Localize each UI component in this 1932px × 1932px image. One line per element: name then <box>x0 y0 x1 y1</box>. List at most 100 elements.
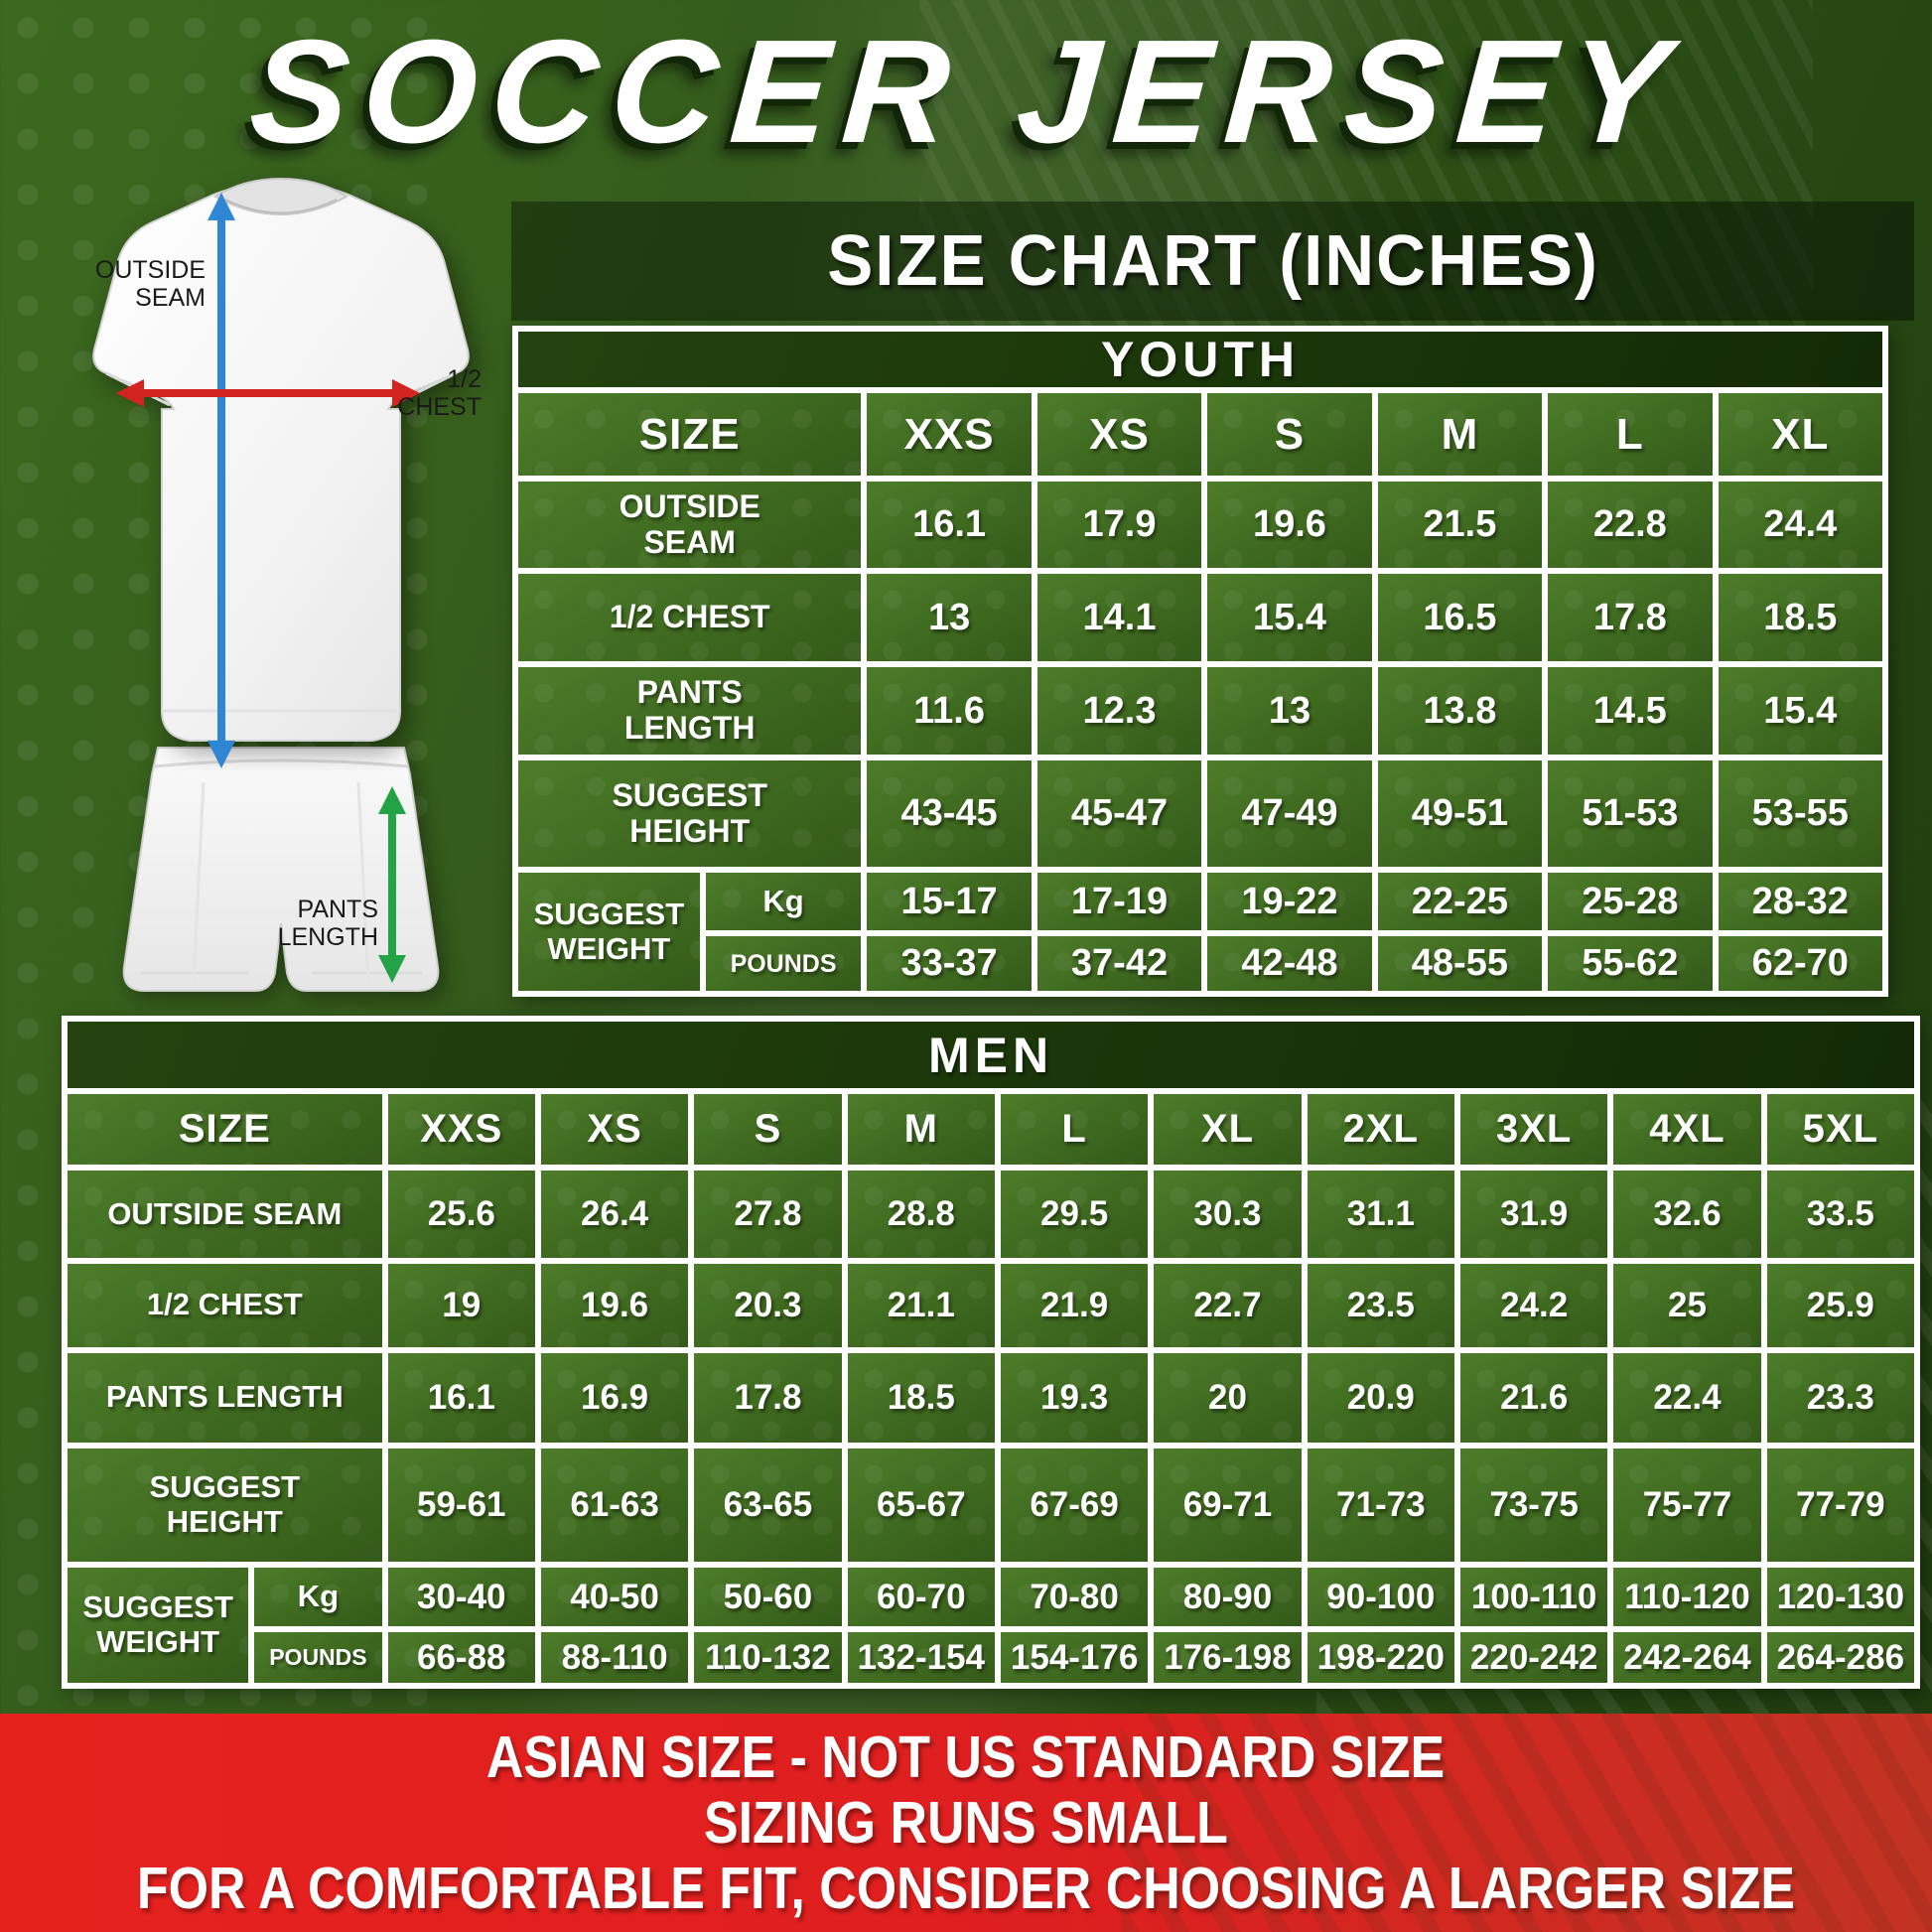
value-cell: 26.4 <box>540 1170 689 1259</box>
half-chest-arrow-icon <box>116 379 420 407</box>
value-cell: 17-19 <box>1036 873 1202 931</box>
value-cell: 48-55 <box>1377 936 1543 991</box>
value-cell: 22.8 <box>1548 481 1713 569</box>
row-label: SUGGEST HEIGHT <box>518 759 861 868</box>
value-cell: 264-286 <box>1766 1632 1914 1683</box>
value-cell: 13.8 <box>1377 667 1543 755</box>
value-cell: 13 <box>1207 667 1372 755</box>
value-cell: 21.6 <box>1459 1352 1608 1443</box>
suggest-weight-label: SUGGEST WEIGHT <box>68 1567 248 1683</box>
value-cell: 120-130 <box>1766 1567 1914 1627</box>
value-cell: 21.9 <box>1000 1264 1149 1347</box>
suggest-weight-label: SUGGEST WEIGHT <box>518 873 700 991</box>
value-cell: 19.6 <box>1207 481 1372 569</box>
value-cell: 16.5 <box>1377 574 1543 662</box>
value-cell: 40-50 <box>540 1567 689 1627</box>
value-cell: 75-77 <box>1613 1448 1761 1562</box>
youth-table-title: YOUTH <box>518 332 1882 387</box>
value-cell: 12.3 <box>1036 667 1202 755</box>
size-header-cell: 2XL <box>1307 1094 1454 1165</box>
size-header-cell: M <box>1377 393 1543 476</box>
value-cell: 18.5 <box>1718 574 1882 662</box>
value-cell: 19 <box>387 1264 535 1347</box>
value-cell: 31.9 <box>1459 1170 1608 1259</box>
value-cell: 30-40 <box>387 1567 535 1627</box>
kg-unit-label: Kg <box>254 1567 382 1627</box>
value-cell: 110-120 <box>1613 1567 1761 1627</box>
value-cell: 22.7 <box>1154 1264 1302 1347</box>
warning-line-1: ASIAN SIZE - NOT US STANDARD SIZE <box>486 1725 1446 1790</box>
value-cell: 19-22 <box>1207 873 1372 931</box>
value-cell: 25-28 <box>1548 873 1713 931</box>
value-cell: 51-53 <box>1548 759 1713 868</box>
value-cell: 62-70 <box>1718 936 1882 991</box>
value-cell: 73-75 <box>1459 1448 1608 1562</box>
value-cell: 100-110 <box>1459 1567 1608 1627</box>
size-header-cell: L <box>1548 393 1713 476</box>
value-cell: 16.1 <box>867 481 1032 569</box>
value-cell: 66-88 <box>387 1632 535 1683</box>
value-cell: 24.4 <box>1718 481 1882 569</box>
value-cell: 31.1 <box>1307 1170 1454 1259</box>
men-table-title: MEN <box>68 1022 1914 1089</box>
half-chest-label: 1/2 <box>447 365 482 393</box>
value-cell: 43-45 <box>867 759 1032 868</box>
row-label: SUGGEST HEIGHT <box>68 1448 382 1562</box>
jersey-measurement-diagram: OUTSIDE SEAM 1/2 CHEST PANTS LENGTH <box>55 167 496 1011</box>
value-cell: 70-80 <box>1000 1567 1149 1627</box>
value-cell: 20.3 <box>694 1264 842 1347</box>
row-label: OUTSIDE SEAM <box>518 481 861 569</box>
value-cell: 20 <box>1154 1352 1302 1443</box>
value-cell: 19.3 <box>1000 1352 1149 1443</box>
value-cell: 14.5 <box>1548 667 1713 755</box>
value-cell: 90-100 <box>1307 1567 1454 1627</box>
size-chart-subtitle: SIZE CHART (INCHES) <box>826 221 1599 301</box>
value-cell: 67-69 <box>1000 1448 1149 1562</box>
value-cell: 18.5 <box>847 1352 995 1443</box>
value-cell: 60-70 <box>847 1567 995 1627</box>
youth-size-table: YOUTH SIZE XXS XS S M L XL OUTSIDE SEAM … <box>512 326 1888 997</box>
value-cell: 16.9 <box>540 1352 689 1443</box>
value-cell: 15.4 <box>1718 667 1882 755</box>
value-cell: 37-42 <box>1036 936 1202 991</box>
value-cell: 88-110 <box>540 1632 689 1683</box>
half-chest-label: CHEST <box>397 393 482 421</box>
value-cell: 17.9 <box>1036 481 1202 569</box>
value-cell: 16.1 <box>387 1352 535 1443</box>
value-cell: 33.5 <box>1766 1170 1914 1259</box>
value-cell: 65-67 <box>847 1448 995 1562</box>
value-cell: 28-32 <box>1718 873 1882 931</box>
size-header-cell: 5XL <box>1766 1094 1914 1165</box>
shirt-graphic <box>92 177 470 742</box>
value-cell: 19.6 <box>540 1264 689 1347</box>
subtitle-band: SIZE CHART (INCHES) <box>511 202 1914 321</box>
value-cell: 28.8 <box>847 1170 995 1259</box>
value-cell: 47-49 <box>1207 759 1372 868</box>
value-cell: 23.3 <box>1766 1352 1914 1443</box>
row-label: 1/2 CHEST <box>68 1264 382 1347</box>
size-header-cell: XL <box>1154 1094 1302 1165</box>
size-header-cell: L <box>1000 1094 1149 1165</box>
value-cell: 11.6 <box>867 667 1032 755</box>
page-title: SOCCER JERSEY <box>245 10 1687 174</box>
size-header-cell: 4XL <box>1613 1094 1761 1165</box>
warning-line-2: SIZING RUNS SMALL <box>704 1790 1228 1856</box>
value-cell: 132-154 <box>847 1632 995 1683</box>
value-cell: 25.9 <box>1766 1264 1914 1347</box>
value-cell: 14.1 <box>1036 574 1202 662</box>
size-header-cell: XS <box>540 1094 689 1165</box>
value-cell: 198-220 <box>1307 1632 1454 1683</box>
value-cell: 49-51 <box>1377 759 1543 868</box>
pounds-unit-label: POUNDS <box>254 1632 382 1683</box>
size-warning-banner: ASIAN SIZE - NOT US STANDARD SIZE SIZING… <box>0 1714 1932 1932</box>
value-cell: 27.8 <box>694 1170 842 1259</box>
size-header-cell: M <box>847 1094 995 1165</box>
row-label: 1/2 CHEST <box>518 574 861 662</box>
value-cell: 77-79 <box>1766 1448 1914 1562</box>
value-cell: 63-65 <box>694 1448 842 1562</box>
value-cell: 55-62 <box>1548 936 1713 991</box>
value-cell: 32.6 <box>1613 1170 1761 1259</box>
value-cell: 20.9 <box>1307 1352 1454 1443</box>
size-header-cell: 3XL <box>1459 1094 1608 1165</box>
value-cell: 17.8 <box>1548 574 1713 662</box>
